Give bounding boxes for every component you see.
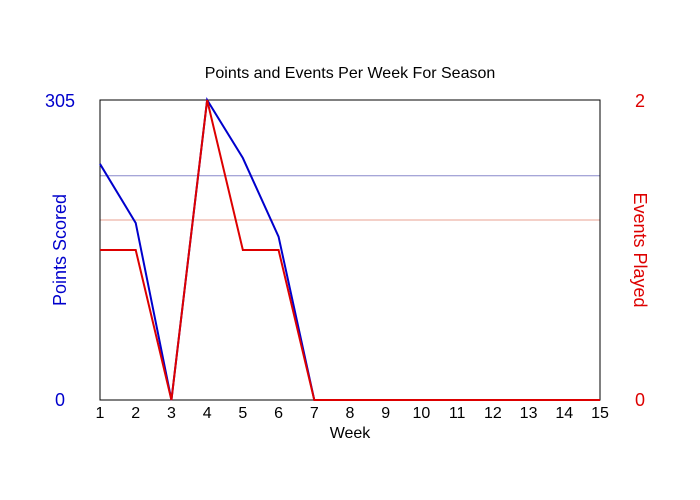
x-tick-label: 11 xyxy=(449,405,466,422)
right-axis-max-label: 2 xyxy=(635,91,645,111)
x-tick-label: 5 xyxy=(238,405,247,422)
left-axis-max-label: 305 xyxy=(45,91,75,111)
x-tick-label: 7 xyxy=(310,405,319,422)
x-tick-label: 6 xyxy=(274,405,283,422)
average-lines xyxy=(100,175,600,221)
chart-title: Points and Events Per Week For Season xyxy=(205,65,496,82)
x-tick-label: 8 xyxy=(346,405,355,422)
events-played-line xyxy=(100,99,600,401)
left-axis-label: Points Scored xyxy=(50,194,70,306)
right-axis-min-label: 0 xyxy=(635,390,645,410)
x-axis-ticks: 1 2 3 4 5 6 7 8 9 10 11 12 13 14 15 xyxy=(96,405,609,422)
right-axis-label: Events Played xyxy=(630,192,650,307)
x-tick-label: 1 xyxy=(96,405,105,422)
points-scored-line xyxy=(99,97,600,401)
x-tick-label: 10 xyxy=(413,405,431,422)
x-axis-label: Week xyxy=(330,425,372,442)
series-lines xyxy=(99,97,600,401)
x-tick-label: 14 xyxy=(555,405,573,422)
x-tick-label: 13 xyxy=(520,405,538,422)
x-tick-label: 4 xyxy=(203,405,212,422)
x-tick-label: 15 xyxy=(591,405,609,422)
x-tick-label: 12 xyxy=(484,405,502,422)
left-axis-min-label: 0 xyxy=(55,390,65,410)
plot-area-border xyxy=(99,99,601,401)
x-tick-label: 2 xyxy=(131,405,140,422)
x-tick-label: 9 xyxy=(381,405,390,422)
x-tick-label: 3 xyxy=(167,405,176,422)
